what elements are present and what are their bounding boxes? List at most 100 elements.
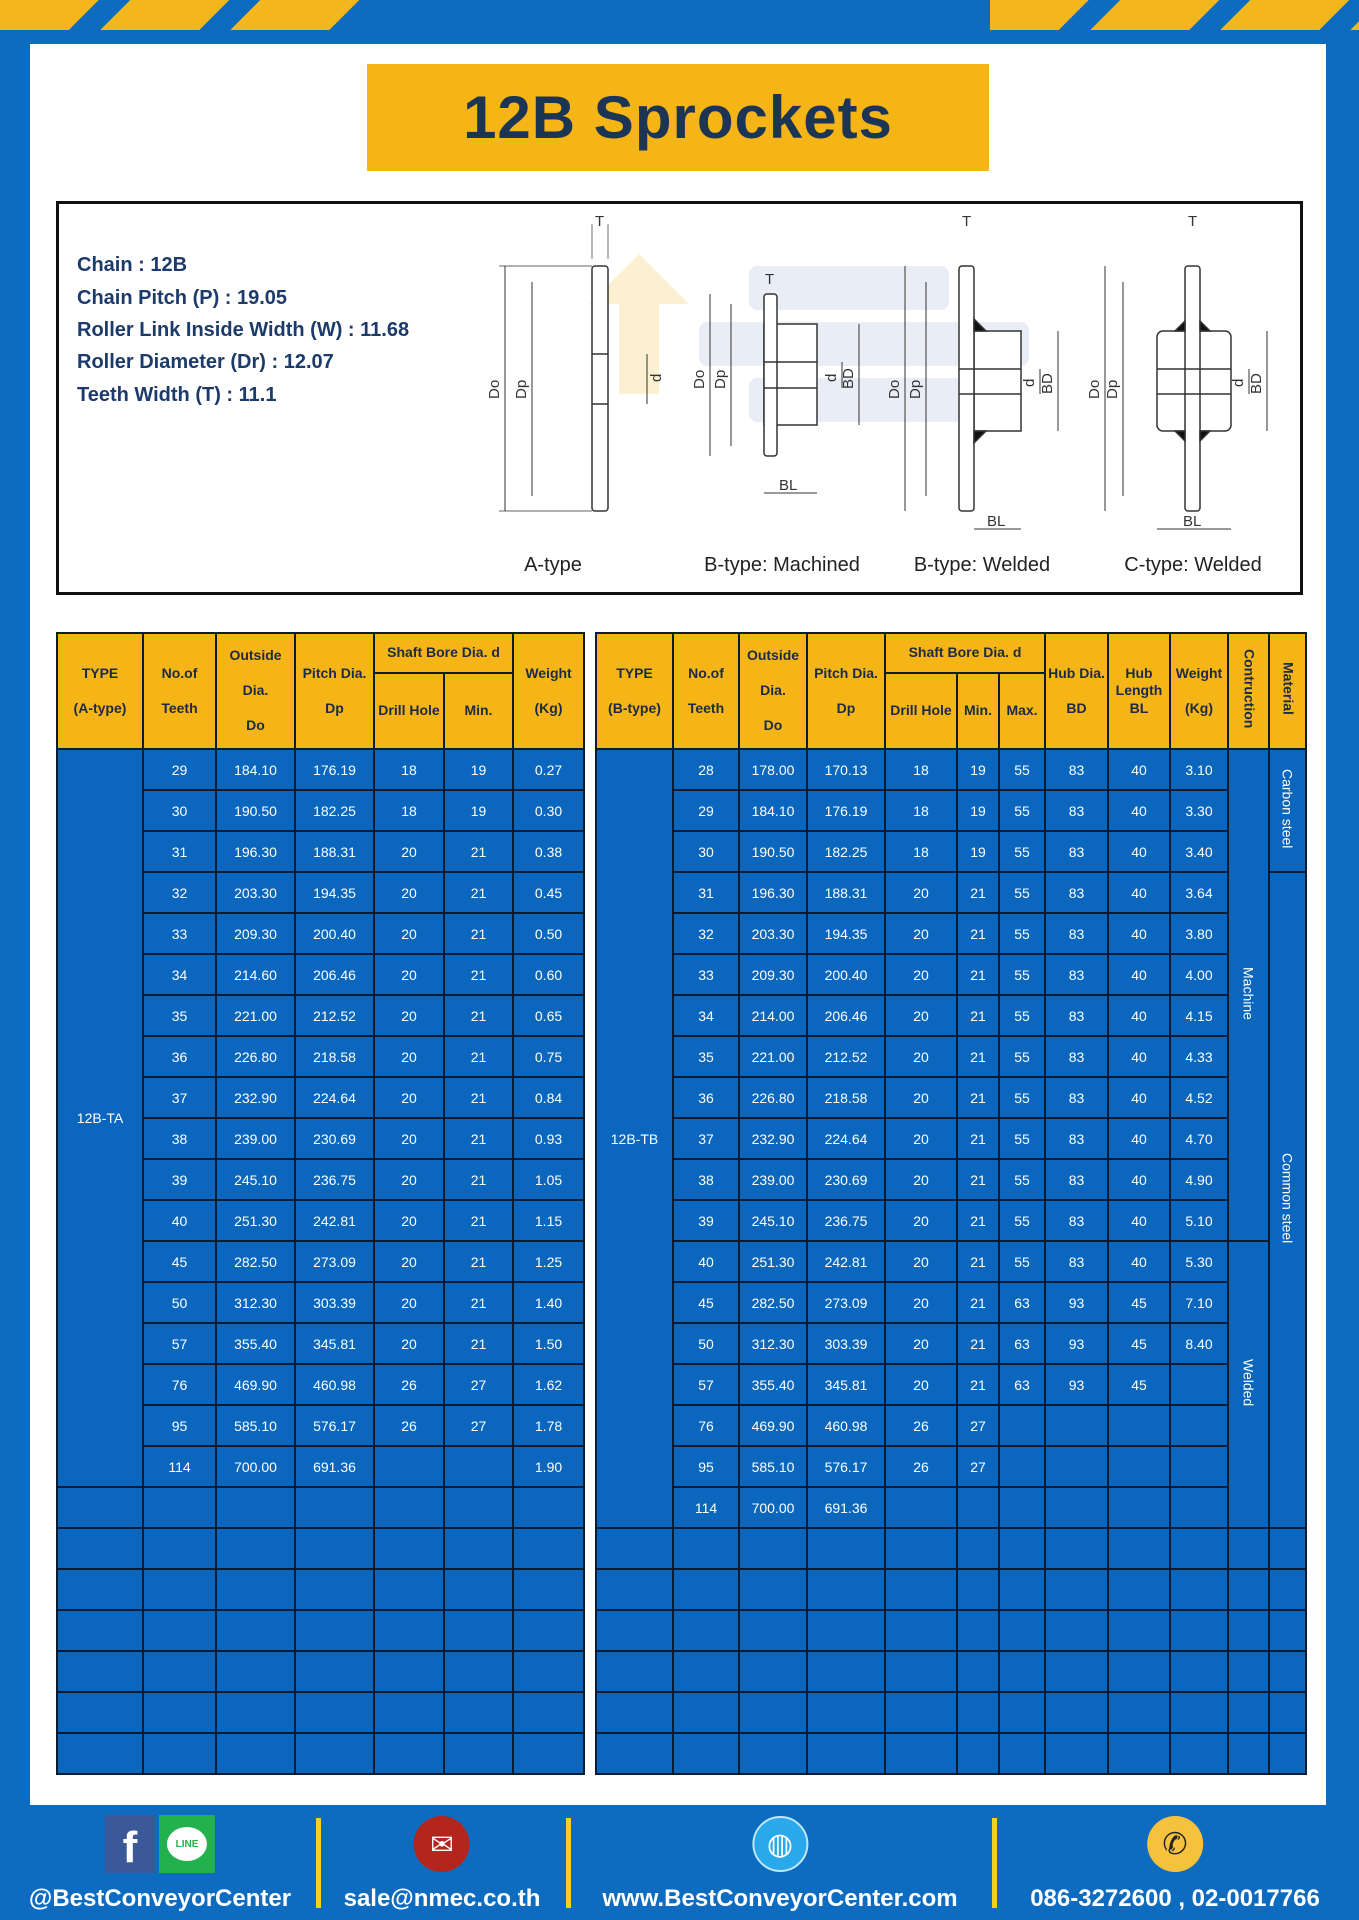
empty-cell: [56, 1568, 144, 1611]
teeth-cell: 33: [142, 912, 217, 955]
teeth-cell: 57: [672, 1363, 740, 1406]
spec-teeth-width: Teeth Width (T) : 11.1: [77, 384, 277, 406]
header-hub-dia: Hub Dia. BD: [1044, 632, 1109, 750]
max-bore-cell: 55: [998, 1076, 1046, 1119]
table-row: [56, 1568, 586, 1611]
line-icon[interactable]: LINE: [158, 1815, 215, 1873]
drill-hole-cell: 20: [884, 1158, 958, 1201]
facebook-icon[interactable]: f: [104, 1815, 155, 1873]
hub-length-cell: 45: [1107, 1281, 1171, 1324]
empty-cell: [1169, 1568, 1229, 1611]
header-construction: Contruction: [1227, 632, 1270, 750]
phone-numbers[interactable]: 086-3272600 , 02-0017766: [1030, 1885, 1320, 1912]
empty-cell: [512, 1527, 586, 1570]
hub-length-cell: 40: [1107, 994, 1171, 1037]
footer-phone[interactable]: ✆ 086-3272600 , 02-0017766: [1030, 1815, 1320, 1913]
header-pitch-dia: Pitch Dia. Dp: [806, 632, 886, 750]
label-dp: Dp: [513, 380, 530, 399]
weight-cell: 1.40: [512, 1281, 586, 1324]
footer-email[interactable]: ✉ sale@nmec.co.th: [343, 1815, 541, 1913]
footer-social[interactable]: f LINE @BestConveyorCenter: [29, 1815, 291, 1913]
min-bore-cell: 21: [956, 1117, 1000, 1160]
empty-cell: [956, 1732, 1000, 1775]
min-bore-cell: 21: [442, 1158, 515, 1201]
email-link[interactable]: sale@nmec.co.th: [343, 1885, 541, 1912]
empty-cell: [956, 1650, 1000, 1693]
weight-cell: 8.40: [1169, 1322, 1229, 1365]
pitch-dia-cell: 194.35: [294, 871, 375, 914]
min-bore-cell: 21: [956, 1281, 1000, 1324]
empty-cell: [595, 1650, 674, 1693]
table-row: 33 209.30 200.40 20 21 0.50: [57, 912, 586, 955]
table-row: 31 196.30 188.31 20 21 55 83 40 3.64 Common steel: [596, 871, 1307, 1529]
label-t: T: [765, 271, 774, 288]
weight-cell: 1.25: [512, 1240, 586, 1283]
outside-dia-cell: 226.80: [738, 1076, 808, 1119]
table-row: 38 239.00 230.69 20 21 0.93: [57, 1117, 586, 1160]
table-row: 40 251.30 242.81 20 21 55 83 40 5.30 Welded: [596, 1240, 1306, 1529]
drill-hole-cell: 18: [884, 748, 958, 791]
outside-dia-cell: 239.00: [215, 1117, 296, 1160]
weight-cell: 1.50: [512, 1322, 586, 1365]
drill-hole-cell: 20: [373, 1035, 445, 1078]
empty-cell: [56, 1650, 144, 1693]
table-row: 45 282.50 273.09 20 21 1.25: [57, 1240, 586, 1283]
drill-hole-cell: 18: [884, 789, 958, 832]
hub-length-cell: 40: [1107, 912, 1171, 955]
empty-cell: [1044, 1568, 1109, 1611]
table-row: 36 226.80 218.58 20 21 55 83 40 4.52: [596, 1076, 1306, 1119]
max-bore-cell: 63: [998, 1281, 1046, 1324]
empty-cell: [142, 1527, 217, 1570]
hub-dia-cell: 83: [1044, 1158, 1109, 1201]
header-type: TYPE (B-type): [595, 632, 674, 750]
pitch-dia-cell: 176.19: [806, 789, 886, 832]
empty-cell: [142, 1691, 217, 1734]
teeth-cell: 39: [672, 1199, 740, 1242]
footer-website[interactable]: ◍ www.BestConveyorCenter.com: [602, 1815, 958, 1913]
table-row: 34 214.00 206.46 20 21 55 83 40 4.15: [596, 994, 1306, 1037]
weight-cell: [1169, 1363, 1229, 1406]
min-bore-cell: 21: [442, 994, 515, 1037]
outside-dia-cell: 700.00: [215, 1445, 296, 1488]
table-row: 45 282.50 273.09 20 21 63 93 45 7.10: [596, 1281, 1306, 1324]
website-link[interactable]: www.BestConveyorCenter.com: [602, 1885, 958, 1912]
pitch-dia-cell: 242.81: [806, 1240, 886, 1283]
pitch-dia-cell: 224.64: [806, 1117, 886, 1160]
label-do: Do: [1086, 380, 1103, 399]
header-weight: Weight (Kg): [512, 632, 586, 750]
empty-cell: [884, 1568, 958, 1611]
social-handle[interactable]: @BestConveyorCenter: [28, 1885, 292, 1912]
globe-icon: ◍: [752, 1816, 808, 1872]
teeth-cell: 30: [672, 830, 740, 873]
min-bore-cell: 21: [956, 1158, 1000, 1201]
weight-cell: 0.27: [512, 748, 586, 791]
outside-dia-cell: 282.50: [738, 1281, 808, 1324]
empty-cell: [442, 1486, 515, 1529]
teeth-cell: 30: [142, 789, 217, 832]
empty-cell: [215, 1527, 296, 1570]
empty-cell: [1169, 1527, 1229, 1570]
weight-cell: 3.10: [1169, 748, 1229, 791]
weight-cell: 0.30: [512, 789, 586, 832]
empty-cell: [373, 1691, 445, 1734]
weight-cell: 4.52: [1169, 1076, 1229, 1119]
teeth-cell: 31: [142, 830, 217, 873]
teeth-cell: 36: [142, 1035, 217, 1078]
empty-cell: [56, 1691, 144, 1734]
weight-cell: 0.84: [512, 1076, 586, 1119]
drill-hole-cell: 20: [884, 1363, 958, 1406]
label-d: d: [648, 374, 665, 382]
empty-cell: [806, 1527, 886, 1570]
table-row: 57 355.40 345.81 20 21 1.50: [57, 1322, 586, 1365]
min-bore-cell: 21: [442, 1117, 515, 1160]
outside-dia-cell: 203.30: [738, 912, 808, 955]
caption-b-type-welded: B-type: Welded: [913, 554, 1051, 576]
drill-hole-cell: 20: [884, 1076, 958, 1119]
outside-dia-cell: 251.30: [738, 1240, 808, 1283]
header-max: Max.: [998, 672, 1046, 750]
empty-cell: [595, 1691, 674, 1734]
outside-dia-cell: 196.30: [738, 871, 808, 914]
empty-cell: [512, 1732, 586, 1775]
empty-cell: [738, 1568, 808, 1611]
outside-dia-cell: 221.00: [215, 994, 296, 1037]
